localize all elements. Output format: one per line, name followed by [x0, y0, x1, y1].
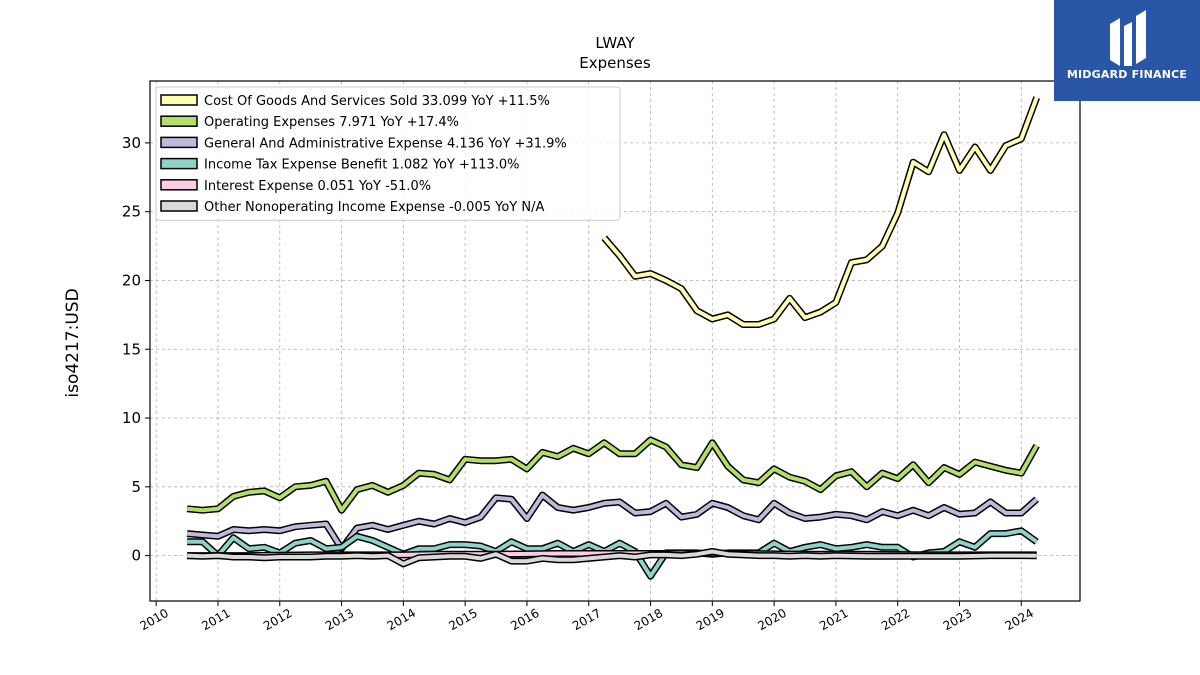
- chart-subtitle: Expenses: [579, 54, 651, 72]
- x-axis: 2010 2011 2012 2013 2014 2015 2016 2017 2018 2019…: [137, 601, 1036, 633]
- x-tick-label: 2022: [879, 606, 912, 633]
- legend: Cost Of Goods And Services Sold 33.099 Y…: [155, 86, 621, 221]
- x-tick-label: 2016: [508, 606, 541, 633]
- y-tick-label: 0: [131, 547, 141, 565]
- x-tick-label: 2020: [755, 606, 788, 633]
- legend-label: General And Administrative Expense 4.136…: [204, 136, 567, 151]
- brand-logo: MIDGARD FINANCE: [1054, 0, 1200, 101]
- y-tick-label: 15: [122, 340, 141, 358]
- x-tick-label: 2017: [570, 606, 603, 633]
- legend-swatch: [160, 115, 198, 127]
- legend-label: Cost Of Goods And Services Sold 33.099 Y…: [204, 94, 550, 109]
- series-line: [186, 548, 1037, 568]
- legend-swatch: [160, 200, 198, 212]
- series-stroke: [186, 438, 1039, 513]
- y-axis: 0 5 10 15 20 25 30: [122, 134, 150, 565]
- series-stroke: [187, 549, 1037, 566]
- legend-label: Operating Expenses 7.971 YoY +17.4%: [204, 115, 459, 130]
- x-tick-label: 2024: [1003, 606, 1036, 633]
- series-stroke: [187, 528, 1038, 579]
- brand-mark-icon: [1110, 10, 1146, 66]
- y-tick-label: 25: [122, 203, 141, 221]
- x-tick-label: 2013: [323, 606, 356, 633]
- y-axis-label: iso4217:USD: [63, 288, 83, 397]
- series-line: [186, 491, 1040, 553]
- series-line: [187, 527, 1039, 580]
- y-tick-label: 10: [122, 409, 141, 427]
- x-tick-label: 2014: [385, 606, 418, 633]
- plot-frame: [149, 80, 1081, 602]
- brand-name: MIDGARD FINANCE: [1066, 68, 1188, 81]
- legend-box: [155, 86, 621, 221]
- x-tick-label: 2011: [199, 606, 232, 633]
- legend-swatch: [160, 179, 198, 191]
- x-tick-label: 2010: [137, 606, 170, 633]
- legend-label: Other Nonoperating Income Expense -0.005…: [204, 200, 544, 215]
- legend-label: Interest Expense 0.051 YoY -51.0%: [204, 179, 431, 194]
- series-outline: [601, 96, 1040, 328]
- y-tick-label: 5: [131, 478, 141, 496]
- series-line: [601, 96, 1040, 328]
- x-tick-label: 2019: [694, 606, 727, 633]
- series-stroke: [186, 493, 1039, 551]
- series-line: [186, 436, 1040, 514]
- x-tick-label: 2018: [632, 606, 665, 633]
- y-tick-label: 20: [122, 271, 141, 289]
- series-layer: [186, 96, 1040, 580]
- x-tick-label: 2012: [261, 606, 294, 633]
- x-tick-label: 2015: [446, 606, 479, 633]
- chart-title: LWAY: [595, 34, 635, 52]
- y-tick-label: 30: [122, 134, 141, 152]
- x-tick-label: 2023: [941, 606, 974, 633]
- legend-swatch: [160, 157, 198, 170]
- x-tick-label: 2021: [817, 606, 850, 633]
- legend-label: Income Tax Expense Benefit 1.082 YoY +11…: [204, 158, 519, 173]
- legend-swatch: [160, 94, 198, 106]
- legend-swatch: [160, 136, 198, 149]
- series-stroke: [602, 96, 1039, 327]
